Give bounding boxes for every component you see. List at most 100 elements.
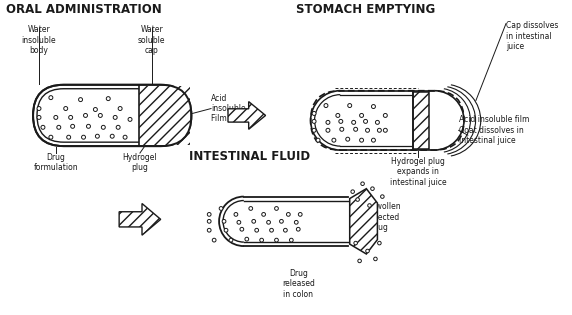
Circle shape [118, 106, 122, 111]
Circle shape [207, 220, 211, 223]
Circle shape [358, 259, 362, 263]
Circle shape [378, 241, 381, 245]
Text: Swollen
ejected
plug: Swollen ejected plug [371, 203, 401, 232]
Bar [244, 201, 348, 242]
Wedge shape [315, 95, 340, 146]
Circle shape [222, 220, 226, 223]
Bar [340, 95, 414, 146]
Circle shape [275, 207, 279, 210]
Circle shape [128, 117, 132, 121]
Circle shape [295, 220, 298, 224]
Circle shape [267, 220, 271, 224]
Circle shape [284, 228, 287, 232]
Circle shape [78, 98, 82, 102]
Circle shape [67, 135, 71, 139]
Text: Cap dissolves
in intestinal
juice: Cap dissolves in intestinal juice [506, 21, 558, 51]
Bar [139, 86, 190, 145]
Circle shape [98, 113, 102, 117]
Polygon shape [119, 203, 161, 235]
Circle shape [84, 113, 88, 117]
Circle shape [380, 195, 384, 198]
Circle shape [371, 138, 375, 142]
FancyBboxPatch shape [311, 91, 464, 150]
FancyBboxPatch shape [37, 89, 188, 142]
Circle shape [368, 204, 371, 207]
Circle shape [110, 134, 114, 138]
Circle shape [240, 227, 244, 231]
Circle shape [234, 213, 238, 216]
Circle shape [123, 135, 127, 139]
Circle shape [269, 228, 273, 232]
Circle shape [296, 227, 300, 231]
Circle shape [280, 220, 283, 223]
Text: Water
soluble
cap: Water soluble cap [138, 26, 165, 55]
Polygon shape [228, 102, 265, 129]
Circle shape [345, 137, 349, 141]
Circle shape [316, 138, 320, 142]
Wedge shape [223, 201, 244, 242]
Text: STOMACH EMPTYING: STOMACH EMPTYING [296, 3, 435, 16]
Text: ORAL ADMINISTRATION: ORAL ADMINISTRATION [6, 3, 162, 16]
Circle shape [312, 119, 316, 123]
Circle shape [252, 220, 256, 223]
Circle shape [287, 213, 290, 216]
Circle shape [371, 105, 375, 109]
Circle shape [49, 96, 53, 100]
Circle shape [353, 127, 358, 131]
Circle shape [364, 119, 368, 123]
Circle shape [57, 125, 61, 129]
Circle shape [37, 106, 41, 111]
Circle shape [360, 138, 364, 142]
Circle shape [352, 120, 356, 124]
Circle shape [69, 115, 73, 119]
Circle shape [366, 249, 370, 253]
Bar [244, 197, 348, 246]
Text: Acid insoluble film
Coat dissolves in
intestinal juice: Acid insoluble film Coat dissolves in in… [459, 115, 529, 145]
Circle shape [237, 220, 241, 224]
Circle shape [219, 207, 223, 210]
Circle shape [54, 115, 58, 119]
Circle shape [106, 97, 110, 100]
Circle shape [371, 187, 374, 191]
Circle shape [383, 113, 387, 117]
Circle shape [262, 213, 265, 216]
Circle shape [361, 182, 364, 186]
Circle shape [339, 119, 343, 123]
Circle shape [212, 238, 216, 242]
Circle shape [229, 238, 233, 242]
Circle shape [255, 228, 259, 232]
Circle shape [336, 113, 340, 117]
Circle shape [299, 213, 302, 216]
Text: Water
insoluble
body: Water insoluble body [22, 26, 56, 55]
Circle shape [260, 238, 264, 242]
Circle shape [340, 127, 344, 131]
Circle shape [332, 138, 336, 142]
Circle shape [207, 228, 211, 232]
Polygon shape [349, 189, 378, 254]
Circle shape [245, 237, 249, 241]
Circle shape [37, 115, 41, 119]
Text: Acid
insoluble
Film coat: Acid insoluble Film coat [211, 94, 246, 123]
Circle shape [86, 124, 90, 128]
Circle shape [375, 120, 379, 124]
Circle shape [63, 106, 67, 111]
Circle shape [289, 238, 293, 242]
Circle shape [113, 115, 117, 119]
Circle shape [324, 104, 328, 107]
Circle shape [312, 128, 316, 132]
Circle shape [224, 228, 228, 232]
Circle shape [93, 107, 97, 112]
Text: Drug
formulation: Drug formulation [34, 153, 78, 172]
Circle shape [275, 238, 279, 242]
Circle shape [356, 198, 359, 201]
Circle shape [378, 128, 382, 132]
FancyBboxPatch shape [33, 85, 192, 146]
Circle shape [71, 124, 74, 128]
Circle shape [354, 241, 358, 245]
Bar [414, 92, 430, 149]
Text: Hydrogel plug
expands in
intestinal juice: Hydrogel plug expands in intestinal juic… [390, 157, 447, 187]
Circle shape [348, 104, 352, 107]
Circle shape [49, 135, 53, 139]
Circle shape [207, 213, 211, 216]
Circle shape [351, 190, 355, 193]
